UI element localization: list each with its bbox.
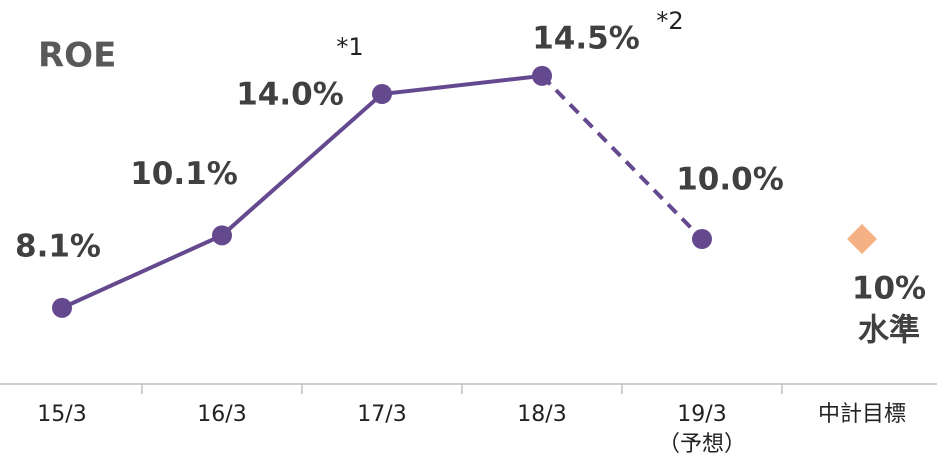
data-label: 10.1% bbox=[130, 156, 238, 192]
point bbox=[372, 84, 392, 104]
line bbox=[61, 73, 543, 310]
data-label: 10.0% bbox=[676, 162, 784, 198]
point bbox=[212, 225, 232, 246]
footnote-mark: *2 bbox=[656, 7, 683, 35]
x-tick-label: 15/3 bbox=[37, 402, 86, 427]
point bbox=[52, 297, 72, 318]
target-note: 水準 bbox=[858, 313, 920, 349]
footnote-mark: *1 bbox=[336, 33, 363, 61]
data-label: 14.5% bbox=[532, 20, 640, 56]
x-tick-label: 中計目標 bbox=[818, 402, 906, 427]
point bbox=[532, 65, 552, 86]
forecast-line bbox=[540, 74, 704, 241]
target-marker bbox=[847, 224, 877, 254]
chart-title: ROE bbox=[38, 36, 116, 76]
data-label: 14.0% bbox=[236, 77, 344, 113]
x-tick-sublabel: （予想） bbox=[658, 432, 746, 457]
x-tick-label: 19/3 bbox=[677, 402, 726, 427]
data-label: 8.1% bbox=[15, 228, 101, 264]
x-tick-label: 18/3 bbox=[517, 402, 566, 427]
target-label: 10% bbox=[852, 271, 926, 307]
x-tick-label: 17/3 bbox=[357, 402, 406, 427]
point bbox=[692, 229, 712, 249]
x-tick-label: 16/3 bbox=[197, 402, 246, 427]
